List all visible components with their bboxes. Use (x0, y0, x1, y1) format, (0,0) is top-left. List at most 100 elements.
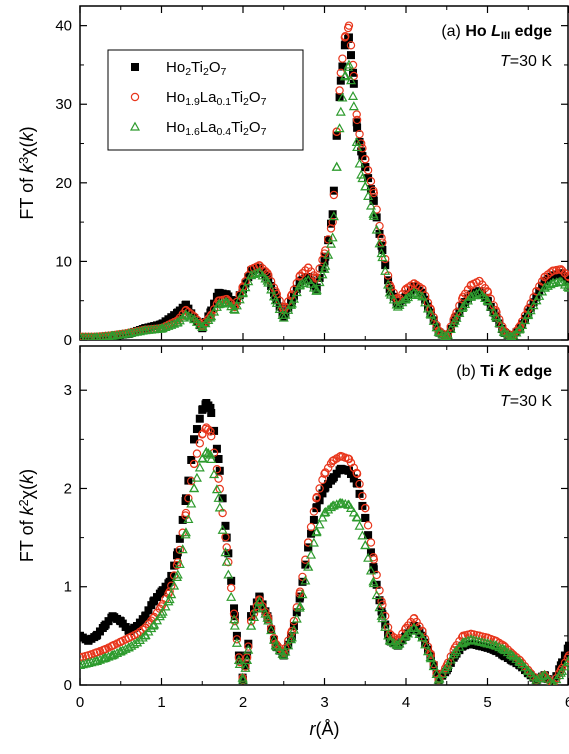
data-point (274, 645, 285, 655)
data-point (348, 101, 359, 111)
data-area (80, 398, 569, 685)
data-point (563, 654, 569, 665)
data-point (180, 527, 191, 537)
data-point (237, 287, 249, 297)
data-point (534, 290, 545, 300)
data-point (177, 544, 188, 554)
data-point (388, 294, 399, 304)
y-axis-label-k: k (17, 505, 37, 515)
data-point (475, 631, 484, 641)
data-point (187, 455, 196, 464)
data-point (466, 291, 477, 301)
x-tick-label: 3 (320, 694, 328, 711)
data-point (301, 555, 310, 564)
data-point (240, 662, 251, 672)
data-point (234, 294, 245, 304)
data-point (563, 271, 569, 281)
data-point (181, 494, 190, 503)
data-point (195, 439, 205, 448)
data-point (564, 651, 569, 660)
data-point (220, 547, 231, 557)
data-point (375, 229, 384, 238)
data-point (190, 435, 199, 444)
data-point (244, 642, 253, 651)
data-point (226, 583, 236, 593)
data-point (365, 200, 376, 210)
data-point (380, 265, 391, 275)
x-axis-label-r: r (310, 719, 317, 739)
data-point (414, 628, 425, 638)
data-point (206, 403, 215, 412)
data-point (175, 534, 184, 543)
data-area (80, 21, 569, 340)
legend-label-part: Ho (166, 59, 185, 76)
data-point (222, 290, 231, 299)
data-point (338, 62, 347, 71)
data-point (507, 332, 517, 340)
data-point (547, 277, 558, 288)
data-point (537, 671, 548, 681)
data-point (214, 455, 223, 463)
data-point (349, 71, 359, 81)
data-point (207, 432, 216, 441)
data-point (358, 152, 367, 161)
data-point (108, 612, 117, 621)
data-point (352, 142, 363, 152)
legend-label-part: 1.6 (185, 126, 200, 138)
data-point (360, 540, 371, 550)
data-point (425, 652, 436, 662)
panel-temperature: T=30 K (500, 53, 552, 70)
data-point (124, 626, 133, 635)
data-point (351, 136, 362, 146)
data-point (189, 314, 200, 324)
data-point (429, 316, 438, 325)
y-axis-label-k: k (17, 163, 37, 173)
series-3 (80, 59, 569, 340)
data-point (172, 317, 183, 327)
data-point (303, 274, 314, 284)
data-point (331, 161, 342, 171)
data-point (555, 276, 566, 286)
data-point (123, 328, 134, 338)
data-point (202, 398, 211, 407)
y-tick-label: 10 (55, 253, 72, 270)
data-point (384, 630, 393, 639)
y-tick-label: 1 (64, 579, 72, 596)
data-point (198, 430, 207, 439)
data-point (268, 634, 279, 644)
data-point (100, 622, 109, 631)
y-tick-label: 40 (55, 18, 72, 35)
data-point (474, 636, 485, 646)
data-point (123, 642, 134, 652)
data-point (549, 679, 556, 685)
data-point (490, 310, 501, 321)
panel-label: (b) (456, 363, 480, 380)
data-point (301, 266, 310, 275)
data-point (195, 414, 204, 423)
data-point (237, 674, 249, 684)
data-point (434, 676, 443, 685)
data-point (425, 308, 436, 318)
data-point (348, 90, 359, 100)
data-point (329, 190, 339, 200)
data-point (262, 612, 273, 622)
data-point (217, 524, 228, 534)
data-point (235, 290, 244, 299)
data-point (242, 653, 252, 662)
data-point (170, 561, 179, 570)
data-point (266, 284, 277, 294)
data-point (403, 628, 414, 638)
legend-marker (130, 92, 140, 102)
y-tick-label: 20 (55, 175, 72, 192)
data-point (197, 453, 208, 463)
data-point (80, 659, 86, 669)
data-point (401, 284, 411, 294)
data-point (374, 238, 385, 248)
data-point (352, 115, 362, 125)
data-point (297, 589, 308, 599)
x-axis-label: r(Å) (310, 719, 340, 739)
y-axis-label: FT of k3χ(k) (17, 126, 37, 219)
data-point (523, 665, 534, 675)
temperature-value: =30 K (510, 393, 553, 410)
x-tick-label: 5 (483, 694, 491, 711)
